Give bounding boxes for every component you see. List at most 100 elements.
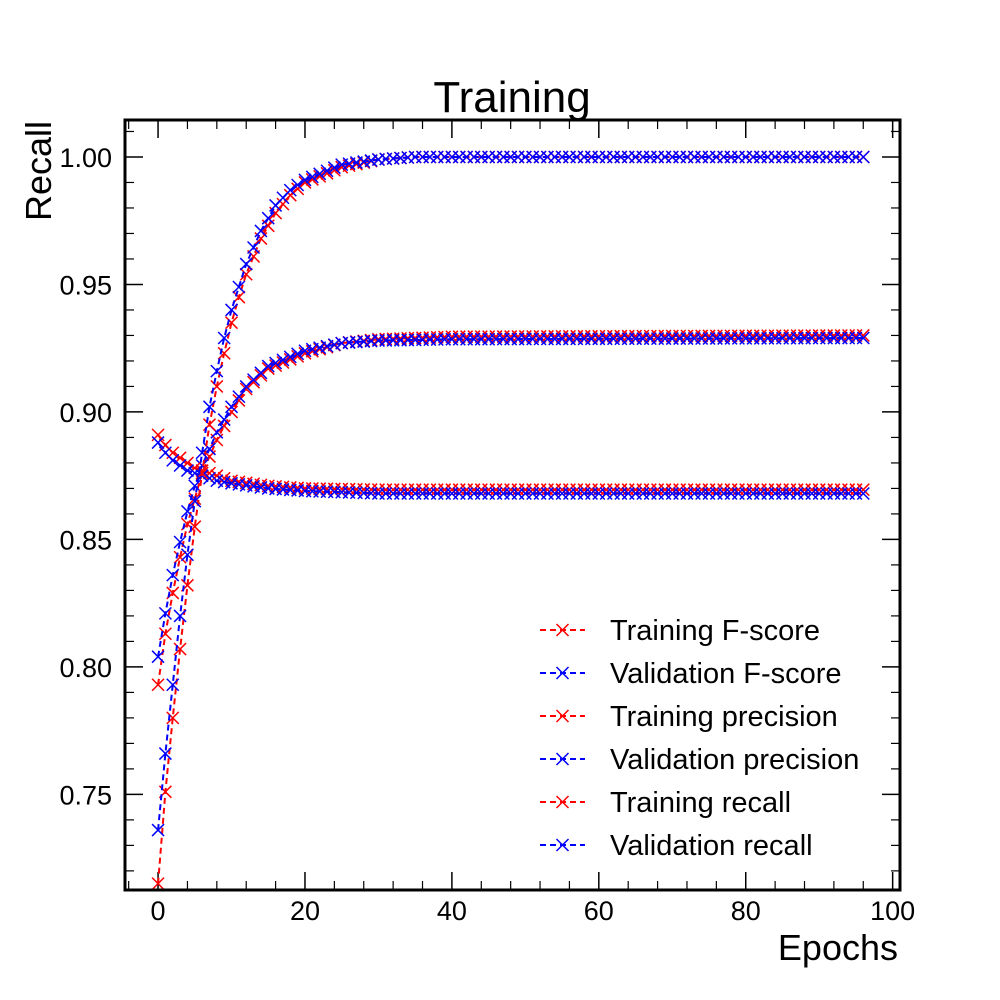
marker-stroke	[180, 464, 194, 478]
data-point	[158, 606, 172, 620]
marker-stroke	[247, 240, 261, 255]
marker-stroke	[166, 678, 180, 692]
x-tick-label: 20	[290, 896, 320, 926]
data-point	[305, 170, 319, 184]
data-point	[276, 353, 290, 367]
marker-stroke	[269, 356, 283, 370]
legend-entry-training-recall: Training recall	[540, 787, 791, 819]
y-tick-label: 0.90	[59, 398, 112, 428]
legend-marker	[555, 795, 570, 809]
data-point	[283, 350, 297, 364]
marker-stroke	[158, 446, 172, 460]
data-point	[254, 224, 268, 238]
marker-stroke	[291, 347, 305, 361]
marker-stroke	[151, 678, 165, 692]
y-tick-label: 0.75	[59, 780, 112, 810]
legend-label: Validation recall	[610, 830, 813, 862]
marker-stroke	[180, 504, 194, 518]
y-tick-label: 0.80	[59, 653, 112, 683]
marker-stroke	[239, 478, 253, 492]
marker-stroke	[283, 183, 297, 197]
marker-stroke	[856, 328, 870, 342]
data-point	[173, 609, 187, 623]
marker-stroke	[173, 458, 187, 473]
data-point	[269, 356, 283, 370]
marker-stroke	[210, 469, 224, 483]
marker-stroke	[151, 823, 165, 837]
marker-stroke	[555, 623, 570, 637]
marker-stroke	[224, 316, 239, 330]
data-point	[327, 161, 341, 175]
marker-stroke	[856, 150, 870, 164]
data-point	[188, 494, 202, 508]
marker-stroke	[173, 642, 187, 656]
data-point	[224, 316, 239, 330]
legend-marker	[555, 709, 570, 723]
marker-stroke	[217, 475, 231, 489]
marker-stroke	[217, 346, 231, 360]
data-point	[239, 257, 253, 271]
data-point	[151, 436, 165, 450]
x-tick-label: 40	[437, 896, 467, 926]
data-point	[210, 364, 224, 378]
data-point	[856, 486, 870, 501]
data-point	[151, 650, 165, 664]
x-tick-label: 100	[870, 896, 915, 926]
y-tick-label: 0.85	[59, 525, 112, 555]
marker-stroke	[173, 550, 187, 564]
marker-stroke	[313, 167, 327, 181]
legend-entry-validation-recall: Validation recall	[540, 830, 813, 862]
data-point	[217, 331, 231, 345]
data-point	[313, 167, 327, 181]
data-point	[173, 535, 187, 549]
marker-stroke	[239, 257, 253, 271]
marker-stroke	[291, 481, 305, 495]
data-point	[180, 548, 194, 562]
legend-label: Training F-score	[610, 615, 820, 647]
series-markers-training-recall	[151, 150, 870, 891]
marker-stroke	[305, 170, 319, 184]
marker-stroke	[188, 494, 202, 508]
marker-stroke	[261, 481, 275, 495]
marker-stroke	[224, 476, 239, 490]
marker-stroke	[320, 164, 334, 178]
marker-stroke	[269, 479, 283, 493]
data-point	[158, 747, 172, 761]
legend-entry-training-precision: Training precision	[540, 701, 838, 733]
marker-stroke	[210, 364, 224, 378]
marker-stroke	[232, 280, 246, 294]
data-point	[232, 390, 246, 404]
marker-stroke	[283, 480, 297, 494]
data-point	[195, 446, 209, 460]
plot-area: 0 20 40 60 80 100 0.75 0.80 0.85 0.90 0.95 1.00	[59, 118, 915, 926]
marker-stroke	[856, 486, 870, 501]
data-point	[224, 400, 239, 414]
legend-label: Validation F-score	[610, 658, 842, 690]
marker-stroke	[283, 483, 297, 497]
data-point	[166, 568, 180, 582]
legend-label: Validation precision	[610, 744, 859, 776]
data-point	[247, 240, 261, 255]
legend-entry-validation-precision: Validation precision	[540, 744, 859, 776]
data-point	[166, 678, 180, 692]
data-point	[856, 331, 870, 345]
legend-entry-validation-f-score: Validation F-score	[540, 658, 842, 690]
marker-stroke	[166, 453, 180, 467]
data-point	[202, 471, 217, 485]
marker-stroke	[276, 353, 290, 367]
data-point	[180, 504, 194, 518]
marker-stroke	[261, 359, 275, 373]
marker-stroke	[151, 877, 165, 891]
x-axis-label: Epochs	[778, 927, 898, 968]
marker-stroke	[305, 344, 319, 358]
data-point	[320, 164, 334, 178]
marker-stroke	[261, 211, 275, 225]
marker-stroke	[151, 436, 165, 450]
marker-stroke	[166, 568, 180, 582]
marker-stroke	[195, 446, 209, 460]
y-tick-label: 0.95	[59, 270, 112, 300]
legend-marker	[555, 623, 570, 637]
legend-marker	[555, 752, 570, 766]
data-point	[173, 550, 187, 564]
marker-stroke	[173, 535, 187, 549]
